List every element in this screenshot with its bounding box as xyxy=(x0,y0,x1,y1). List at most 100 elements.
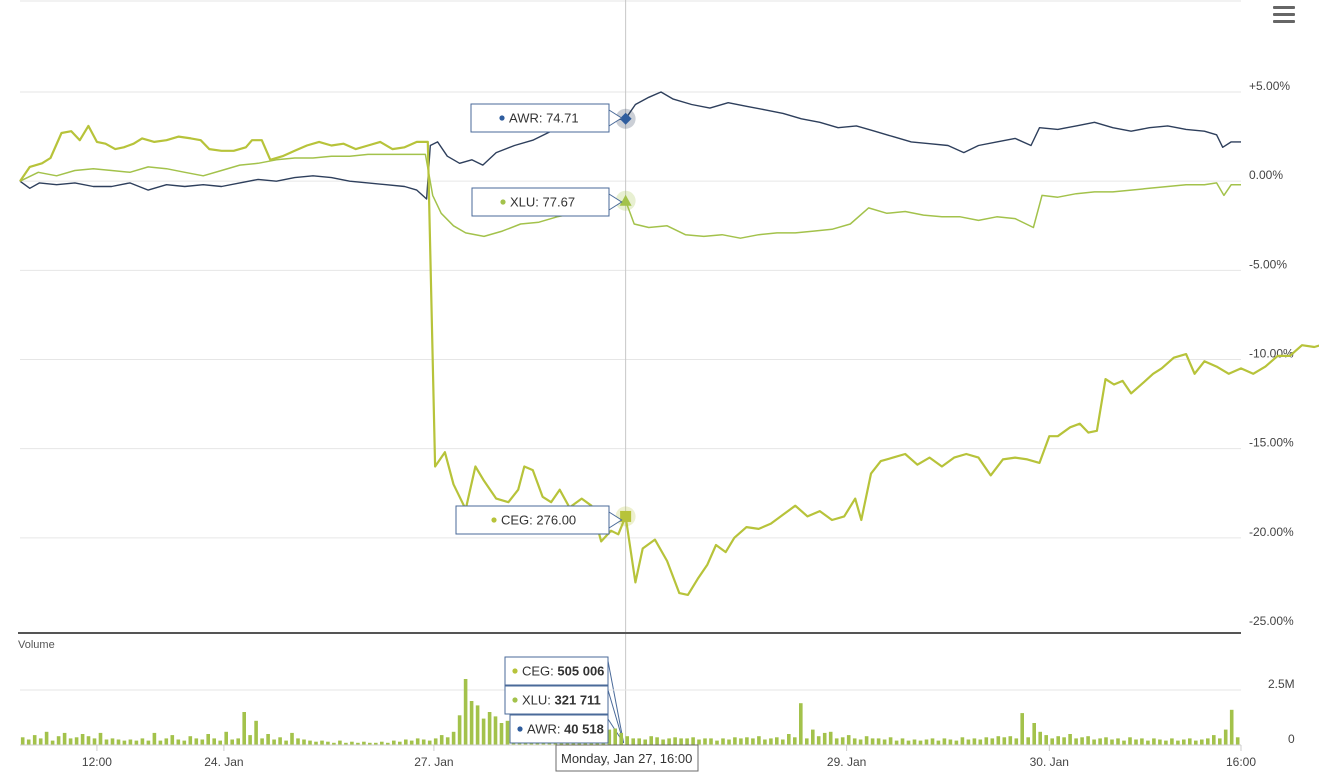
volume-y-tick-label: 0 xyxy=(1288,732,1295,746)
volume-bar xyxy=(254,720,258,745)
volume-bar xyxy=(104,739,109,745)
volume-bar xyxy=(469,701,474,745)
main-grid xyxy=(20,0,1241,539)
volume-bar xyxy=(978,739,983,745)
volume-bar xyxy=(350,741,354,745)
series-line-xlu[interactable] xyxy=(19,153,1241,239)
volume-bar xyxy=(793,737,797,745)
volume-bar xyxy=(314,741,318,745)
volume-bar xyxy=(816,736,821,745)
volume-bar xyxy=(487,712,492,745)
volume-bar xyxy=(1026,737,1030,745)
volume-bar xyxy=(1104,737,1108,745)
volume-tooltip-xlu-dot xyxy=(512,697,518,703)
volume-bar xyxy=(966,739,971,745)
menu-bar-top xyxy=(1273,6,1295,9)
volume-bar xyxy=(463,679,468,745)
volume-bar xyxy=(1074,738,1078,745)
volume-bar xyxy=(775,737,779,745)
y-tick-label: -25.00% xyxy=(1249,614,1294,628)
volume-bar xyxy=(643,739,647,745)
volume-bar xyxy=(739,738,743,745)
volume-bar xyxy=(1020,713,1024,745)
volume-tooltip-awr-dot xyxy=(517,726,523,732)
volume-bar xyxy=(888,737,893,745)
volume-bar xyxy=(38,738,43,745)
volume-bar xyxy=(1152,738,1156,745)
volume-bar xyxy=(858,739,863,745)
tooltip-xlu-dot xyxy=(500,199,506,205)
volume-bar xyxy=(20,737,25,745)
volume-bar xyxy=(1140,738,1144,745)
y-axis: +5.00% 0.00% -5.00% -10.00% -15.00% -20.00% -2… xyxy=(1249,79,1294,628)
volume-bar xyxy=(1170,738,1174,745)
tooltip-xlu: XLU: 77.67 xyxy=(471,187,610,217)
volume-bar xyxy=(619,732,623,745)
volume-bar xyxy=(284,740,288,745)
volume-bar xyxy=(1128,737,1132,745)
volume-bar xyxy=(787,734,791,745)
volume-bar xyxy=(164,738,169,745)
volume-bar xyxy=(278,737,282,745)
volume-bar xyxy=(811,729,815,745)
volume-bars[interactable] xyxy=(20,679,1241,746)
volume-bar xyxy=(62,732,67,745)
volume-bar xyxy=(996,736,1001,745)
series-line-ceg[interactable] xyxy=(19,124,1319,596)
series-lines[interactable] xyxy=(19,91,1319,596)
y-tick-label: +5.00% xyxy=(1249,79,1290,93)
y-tick-label: 0.00% xyxy=(1249,168,1283,182)
volume-bar xyxy=(32,735,37,745)
volume-bar xyxy=(404,739,408,745)
volume-bar xyxy=(1218,738,1222,745)
volume-tooltip-xlu: XLU: 321 711 xyxy=(504,685,609,715)
volume-y-axis: 2.5M 0 xyxy=(1268,677,1295,746)
volume-bar xyxy=(170,735,175,745)
tooltip-ceg-label: CEG: 276.00 xyxy=(501,513,576,528)
volume-bar xyxy=(344,742,348,745)
volume-bar xyxy=(727,739,731,745)
volume-bar xyxy=(709,738,713,745)
volume-bar xyxy=(1092,739,1096,745)
volume-bar xyxy=(326,741,330,745)
volume-bar xyxy=(1188,738,1192,745)
x-tick-label: 24. Jan xyxy=(204,755,243,769)
volume-bar xyxy=(56,736,61,745)
volume-bar xyxy=(248,735,252,745)
tooltip-awr: AWR: 74.71 xyxy=(470,103,610,133)
volume-tooltip-pointer-ceg xyxy=(607,660,625,744)
volume-bar xyxy=(972,738,977,745)
volume-bar xyxy=(386,742,390,745)
volume-bar xyxy=(1200,739,1204,745)
volume-tooltip-awr-box xyxy=(509,714,609,744)
volume-bar xyxy=(134,740,139,745)
volume-bar xyxy=(882,739,887,745)
volume-bar xyxy=(296,738,300,745)
volume-bar xyxy=(176,739,181,745)
volume-tooltip-xlu-name: XLU: xyxy=(522,693,555,708)
x-axis: 12:00 24. Jan 27. Jan 29. Jan 30. Jan 16:00 xyxy=(82,745,1256,769)
hamburger-menu-icon[interactable] xyxy=(1273,6,1295,24)
volume-bar xyxy=(918,740,923,745)
volume-bar xyxy=(1080,737,1084,745)
volume-bar xyxy=(451,731,456,745)
volume-tooltip-ceg: CEG: 505 006 xyxy=(504,656,609,686)
x-tick-label: 27. Jan xyxy=(414,755,453,769)
volume-tooltip-ceg-dot xyxy=(512,668,518,674)
x-tick-label: 29. Jan xyxy=(827,755,866,769)
volume-bar xyxy=(1014,738,1019,745)
volume-bar xyxy=(320,740,324,745)
volume-bar xyxy=(613,728,617,745)
tooltip-ceg-dot xyxy=(491,517,497,523)
series-line-awr[interactable] xyxy=(19,91,1241,200)
volume-bar xyxy=(1044,735,1048,745)
volume-bar xyxy=(1032,723,1036,745)
volume-bar xyxy=(338,740,342,745)
volume-bar xyxy=(44,731,49,745)
volume-bar xyxy=(505,720,510,745)
volume-bar xyxy=(769,738,773,745)
volume-bar xyxy=(990,738,995,745)
volume-bar xyxy=(110,738,115,745)
volume-bar xyxy=(703,738,707,745)
